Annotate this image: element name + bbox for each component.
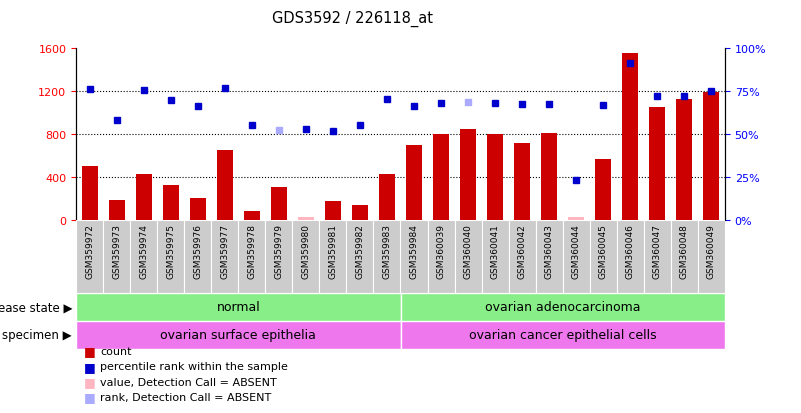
Text: value, Detection Call = ABSENT: value, Detection Call = ABSENT [100, 377, 277, 387]
Text: GSM359979: GSM359979 [275, 223, 284, 278]
Bar [109, 200, 125, 221]
Bar [76, 293, 400, 321]
Bar [292, 221, 320, 293]
Bar [670, 221, 698, 293]
Text: GSM360043: GSM360043 [545, 223, 553, 278]
Text: GSM360040: GSM360040 [464, 223, 473, 278]
Bar [595, 159, 611, 221]
Text: normal: normal [216, 300, 260, 313]
Text: rank, Detection Call = ABSENT: rank, Detection Call = ABSENT [100, 392, 272, 402]
Bar [76, 321, 400, 349]
Text: ovarian adenocarcinoma: ovarian adenocarcinoma [485, 300, 641, 313]
Bar [298, 217, 314, 221]
Bar [373, 221, 400, 293]
Bar [454, 221, 481, 293]
Bar [346, 221, 373, 293]
Bar [324, 202, 341, 221]
Bar [184, 221, 211, 293]
Bar [541, 134, 557, 221]
Bar [509, 221, 536, 293]
Bar [163, 185, 179, 221]
Bar [562, 221, 590, 293]
Bar [400, 221, 428, 293]
Text: GSM359982: GSM359982 [356, 223, 364, 278]
Bar [617, 221, 644, 293]
Text: specimen ▶: specimen ▶ [2, 328, 72, 342]
Bar [536, 221, 563, 293]
Text: GSM360046: GSM360046 [626, 223, 634, 278]
Text: ovarian surface epithelia: ovarian surface epithelia [160, 328, 316, 342]
Bar [698, 221, 725, 293]
Bar [703, 93, 719, 221]
Text: GSM359980: GSM359980 [301, 223, 310, 278]
Text: GSM359977: GSM359977 [220, 223, 229, 278]
Bar [320, 221, 346, 293]
Text: GSM360045: GSM360045 [599, 223, 608, 278]
Bar [130, 221, 157, 293]
Bar [676, 100, 692, 221]
Text: ■: ■ [84, 390, 96, 404]
Text: ■: ■ [84, 360, 96, 373]
Text: GSM359983: GSM359983 [383, 223, 392, 278]
Text: GSM359976: GSM359976 [193, 223, 202, 278]
Bar [568, 218, 585, 221]
Bar [82, 167, 98, 221]
Bar [211, 221, 239, 293]
Bar [649, 108, 666, 221]
Bar [157, 221, 184, 293]
Text: percentile rank within the sample: percentile rank within the sample [100, 361, 288, 371]
Bar [244, 211, 260, 221]
Text: GSM360049: GSM360049 [707, 223, 716, 278]
Bar [460, 130, 476, 221]
Text: GSM359972: GSM359972 [85, 223, 94, 278]
Text: ■: ■ [84, 375, 96, 388]
Bar [239, 221, 265, 293]
Bar [400, 293, 725, 321]
Bar [514, 143, 530, 221]
Bar [487, 135, 503, 221]
Text: GSM359973: GSM359973 [112, 223, 121, 278]
Bar [190, 198, 206, 221]
Text: ■: ■ [84, 344, 96, 358]
Text: GSM359974: GSM359974 [139, 223, 148, 278]
Bar [135, 174, 151, 221]
Text: GSM360041: GSM360041 [491, 223, 500, 278]
Text: GSM360048: GSM360048 [680, 223, 689, 278]
Bar [379, 174, 395, 221]
Bar [216, 151, 233, 221]
Bar [271, 188, 287, 221]
Bar [622, 53, 638, 221]
Bar [644, 221, 671, 293]
Bar [433, 135, 449, 221]
Text: GSM360039: GSM360039 [437, 223, 445, 278]
Text: GSM359981: GSM359981 [328, 223, 337, 278]
Text: ovarian cancer epithelial cells: ovarian cancer epithelial cells [469, 328, 657, 342]
Bar [76, 221, 103, 293]
Bar [406, 145, 422, 221]
Text: GSM360047: GSM360047 [653, 223, 662, 278]
Bar [352, 205, 368, 221]
Bar [481, 221, 509, 293]
Bar [428, 221, 455, 293]
Text: GSM359984: GSM359984 [409, 223, 418, 278]
Bar [400, 321, 725, 349]
Text: GSM360042: GSM360042 [517, 223, 526, 278]
Bar [265, 221, 292, 293]
Text: count: count [100, 346, 131, 356]
Text: GSM359978: GSM359978 [248, 223, 256, 278]
Text: disease state ▶: disease state ▶ [0, 300, 72, 313]
Text: GDS3592 / 226118_at: GDS3592 / 226118_at [272, 10, 433, 26]
Bar [103, 221, 130, 293]
Text: GSM359975: GSM359975 [167, 223, 175, 278]
Bar [590, 221, 617, 293]
Text: GSM360044: GSM360044 [572, 223, 581, 278]
